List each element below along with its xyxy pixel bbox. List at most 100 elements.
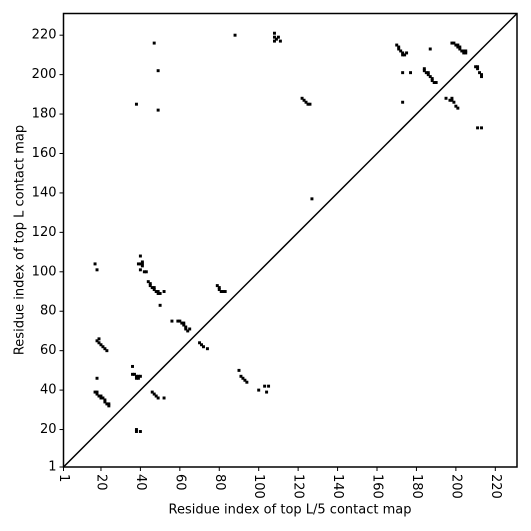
contact (184, 327, 188, 331)
contact (310, 197, 314, 201)
contact (131, 364, 134, 368)
y-tick-label: 60 (40, 343, 57, 358)
contact (154, 394, 158, 398)
contact (456, 45, 460, 49)
contact (243, 378, 247, 382)
contact (136, 374, 140, 378)
contact (444, 96, 448, 100)
contact (452, 100, 456, 104)
contact (134, 430, 138, 433)
contact (95, 390, 99, 394)
y-tick-label: 180 (32, 107, 57, 122)
contact (300, 96, 304, 100)
contact (422, 69, 426, 73)
contact (101, 396, 105, 400)
contact (462, 49, 466, 53)
contact (150, 390, 154, 394)
contact (401, 71, 405, 75)
contact (156, 292, 160, 295)
contact (170, 319, 174, 323)
contact (182, 321, 186, 325)
x-tick-label: 100 (251, 474, 266, 499)
contact (148, 284, 152, 288)
contact (430, 79, 434, 83)
contact (480, 75, 483, 79)
contact (395, 43, 399, 47)
contact (458, 45, 462, 49)
contact (205, 347, 209, 351)
contact (272, 31, 276, 35)
y-tick-label: 80 (40, 304, 57, 319)
contact (452, 41, 456, 45)
contact (138, 430, 142, 433)
contact (221, 290, 225, 293)
contact (140, 264, 144, 268)
contact (156, 69, 160, 73)
contact (302, 98, 306, 102)
contact (405, 51, 409, 55)
contact (99, 396, 103, 400)
contact (397, 45, 401, 49)
contact (426, 71, 430, 75)
contact (399, 49, 403, 53)
contact (138, 268, 142, 272)
contact (476, 65, 480, 69)
contact (136, 376, 140, 380)
contact (176, 319, 180, 323)
x-tick-label: 40 (133, 474, 148, 491)
y-tick-label: 140 (32, 185, 57, 200)
contact (158, 303, 162, 307)
contact (432, 81, 436, 84)
contact (464, 51, 468, 55)
contact (397, 47, 401, 51)
contact (138, 262, 142, 266)
x-tick-label: 80 (212, 474, 227, 491)
contact (103, 347, 107, 351)
contact (474, 65, 478, 69)
contact (182, 323, 186, 327)
contact (148, 282, 152, 286)
contact (150, 286, 154, 290)
contact (95, 392, 99, 396)
x-tick-label: 200 (448, 474, 463, 499)
contact (162, 396, 166, 400)
contact (401, 51, 405, 55)
contact (99, 394, 103, 398)
x-tick-label: 160 (370, 474, 385, 499)
contact (184, 325, 188, 329)
contact (241, 376, 245, 380)
y-tick-label: 160 (32, 146, 57, 161)
contact (95, 339, 99, 343)
contact (450, 96, 454, 100)
contact (454, 104, 458, 108)
contact (134, 102, 138, 106)
contact (223, 290, 227, 293)
contact (476, 67, 480, 71)
contact (274, 37, 278, 41)
contact (424, 71, 428, 75)
x-tick-label: 180 (409, 474, 424, 499)
contact (480, 126, 483, 130)
contact (401, 100, 405, 104)
contact (460, 49, 464, 53)
contact (401, 53, 405, 57)
contact (144, 270, 148, 274)
contact (476, 126, 480, 130)
contact (156, 396, 160, 400)
contact (97, 341, 101, 345)
x-tick-label: 120 (291, 474, 306, 499)
x-tick-label: 1 (56, 474, 71, 482)
x-tick-label: 220 (488, 474, 503, 499)
contact (152, 286, 156, 290)
contact (217, 286, 221, 290)
contact (134, 374, 138, 378)
contact (97, 394, 101, 398)
y-tick-label: 200 (32, 67, 57, 82)
contact (202, 345, 205, 349)
contact (95, 376, 99, 380)
contact (308, 102, 312, 106)
y-tick-label: 120 (32, 225, 57, 240)
contact (428, 47, 432, 51)
contact (180, 321, 184, 325)
